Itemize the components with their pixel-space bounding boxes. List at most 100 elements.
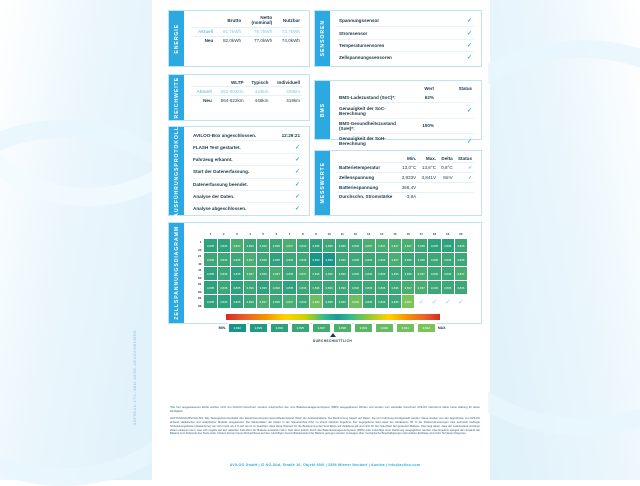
- column-header: 19: [446, 232, 450, 236]
- heatmap-cell: 3,837: [269, 266, 284, 281]
- energie-table: Brutto Netto (nominal) Nutzbar Aktuell 81…: [191, 15, 302, 45]
- list-item: Start der Datenerfassung. ✓: [191, 166, 302, 179]
- heatmap-cell: 3,836: [440, 280, 455, 295]
- column-header: 3: [236, 232, 238, 236]
- table-row: Batteriespannung 368,4V: [337, 182, 474, 193]
- card-messwerte: MESSWERTE Min. Max. Delta Status Batterietem…: [314, 150, 482, 216]
- row-label: 81 - 96: [198, 295, 202, 308]
- list-item-label: BMS-Ladezustand (SoC)*:: [339, 95, 396, 101]
- card-bms: BMS Wert Status BMS-Ladezustand (SoC)*: 6…: [314, 80, 482, 146]
- status-check-icon: ✓: [466, 55, 472, 62]
- heatmap-cell: 3,836: [374, 252, 389, 267]
- tab-messwerte[interactable]: MESSWERTE: [315, 151, 330, 215]
- status-check-icon: [454, 191, 474, 201]
- column-header: 13: [366, 232, 371, 236]
- status-check-icon: ✓: [466, 42, 472, 49]
- value-max: 3,841V: [418, 172, 439, 183]
- heatmap-legend: MIN. 3,832 3,833 3,834 3,835 3,837 3,838 3,839 3…: [197, 314, 468, 343]
- heatmap-cell: 3,835: [308, 238, 324, 253]
- heatmap-cell: 3,836: [401, 252, 416, 267]
- list-item: Spannungssensor ✓: [337, 15, 474, 28]
- tab-sensoren[interactable]: SENSOREN: [315, 11, 330, 66]
- value-max: [418, 182, 439, 193]
- legend-max-label: MAX.: [437, 326, 447, 330]
- list-item-values: 100%: [408, 123, 472, 128]
- value-delta: 0,8°C: [438, 161, 455, 173]
- value-wert: [408, 138, 434, 145]
- legend-step: 3,839: [353, 323, 373, 333]
- column-header: 7: [288, 232, 291, 236]
- protokoll-list: AVILOO-Box angeschlossen. 12:29:21 FLASH T…: [184, 127, 309, 215]
- table-header-row: WLTP Typisch Individuell: [230, 80, 300, 85]
- heatmap-cell: 3,837: [453, 266, 469, 281]
- heatmap-cell: 3,836: [242, 280, 258, 295]
- heatmap-cell: 3,836: [308, 280, 324, 295]
- legend-step: 3,832: [227, 323, 247, 333]
- heatmap-cell: 3,836: [387, 294, 403, 309]
- heatmap-cell: 3,837: [256, 294, 271, 309]
- footer-disclaimer: *Die hier ausgewiesenen Werte wurden nic…: [170, 406, 480, 439]
- heatmap-cell: 3,840: [308, 294, 324, 309]
- value-delta: [438, 182, 455, 193]
- heatmap-cell: 3,836: [335, 266, 350, 281]
- heatmap-cell: 3,837: [387, 252, 403, 267]
- list-item: Fahrzeug erkannt. ✓: [191, 154, 302, 167]
- status-check-icon: ✓: [294, 169, 300, 176]
- tab-zellspannungsdiagramm[interactable]: ZELLSPANNUNGSDIAGRAMM: [169, 223, 184, 323]
- heatmap-cell: 3,836: [256, 238, 271, 253]
- row-label: 41 - 60: [198, 267, 202, 280]
- table-row: Durchschn. Stromstärke -3,8A: [337, 191, 474, 201]
- tab-ausfuehrungsprotokoll[interactable]: AUSFÜHRUNGSPROTOKOLL: [169, 126, 184, 216]
- list-item-label: Datenerfassung beendet.: [193, 181, 248, 187]
- heatmap-cell: 3,836: [216, 280, 231, 295]
- heatmap-cell: 3,837: [414, 280, 429, 295]
- legend-step: 3,837: [311, 323, 331, 333]
- legend-step: 3,842: [416, 323, 436, 333]
- tab-energie[interactable]: ENERGIE: [169, 11, 184, 66]
- list-item-values: ✓: [408, 107, 472, 114]
- list-item: Genauigkeit der SoC-Berechnung ✓: [337, 103, 474, 119]
- status-check-icon: [450, 95, 472, 100]
- tab-bms[interactable]: BMS: [315, 81, 330, 139]
- tab-reichweite[interactable]: REICHWEITE: [169, 75, 184, 120]
- heatmap-cell: 3,836: [427, 252, 442, 267]
- timestamp: 12:29:21: [281, 133, 300, 139]
- card-reichweite: REICHWEITE WLTP Typisch Individuell Aktu…: [168, 74, 310, 121]
- column-header: 9: [315, 232, 317, 236]
- footer-note: *Die hier ausgewiesenen Werte wurden nic…: [170, 406, 480, 413]
- heatmap-cell: 3,836: [361, 294, 376, 309]
- heatmap-cell: 3,835: [229, 294, 244, 309]
- heatmap-cell: 3,835: [216, 294, 231, 309]
- status-check-icon: ✓: [466, 30, 472, 37]
- heatmap-cell: 3,835: [203, 238, 218, 253]
- heatmap-cell: 3,836: [348, 266, 363, 281]
- heatmap-cell: 3,835: [216, 238, 231, 253]
- row-label: Batteriespannung: [337, 182, 399, 193]
- column-header: Min.: [407, 156, 417, 161]
- list-item: FLASH Test gestartet. ✓: [191, 141, 302, 154]
- status-check-icon: [454, 182, 474, 193]
- row-label: 21 - 40: [198, 253, 202, 266]
- row-label: 61 - 80: [198, 281, 202, 294]
- value-delta: 8mV: [438, 172, 455, 183]
- table-row: Neu 82,0kWh 77,0kWh 74,0kWh: [191, 35, 302, 45]
- status-check-icon: ✓: [466, 18, 472, 25]
- heatmap-cell: 3,835: [203, 266, 218, 281]
- list-item-label: Start der Datenerfassung.: [193, 169, 250, 175]
- list-item-label: Fahrzeug erkannt.: [193, 156, 233, 162]
- table-row: Zellenspannung 3,833V 3,841V 8mV ✓: [337, 172, 474, 183]
- value-wert: 62%: [424, 95, 434, 101]
- heatmap-empty-cell: ✓: [418, 298, 425, 306]
- legend-gradient: [225, 314, 440, 320]
- list-item-label: FLASH Test gestartet.: [193, 144, 241, 150]
- heatmap-cell: 3,837: [414, 266, 429, 281]
- heatmap-cell: 3,836: [321, 294, 337, 309]
- list-item-label: Spannungssensor: [339, 18, 380, 24]
- heatmap-cell: 3,836: [387, 280, 403, 295]
- heatmap-cell: 3,836: [269, 294, 284, 309]
- list-item: Genauigkeit der SoH-Berechnung ✓: [337, 134, 474, 148]
- heatmap-cell: 3,836: [348, 252, 363, 267]
- heatmap-header-row: 1 2 3 4 5 6 7 8 9 10 11 12 13 14 15 16 17 18 19 20: [197, 231, 468, 239]
- heatmap-cell: 3,836: [374, 266, 389, 281]
